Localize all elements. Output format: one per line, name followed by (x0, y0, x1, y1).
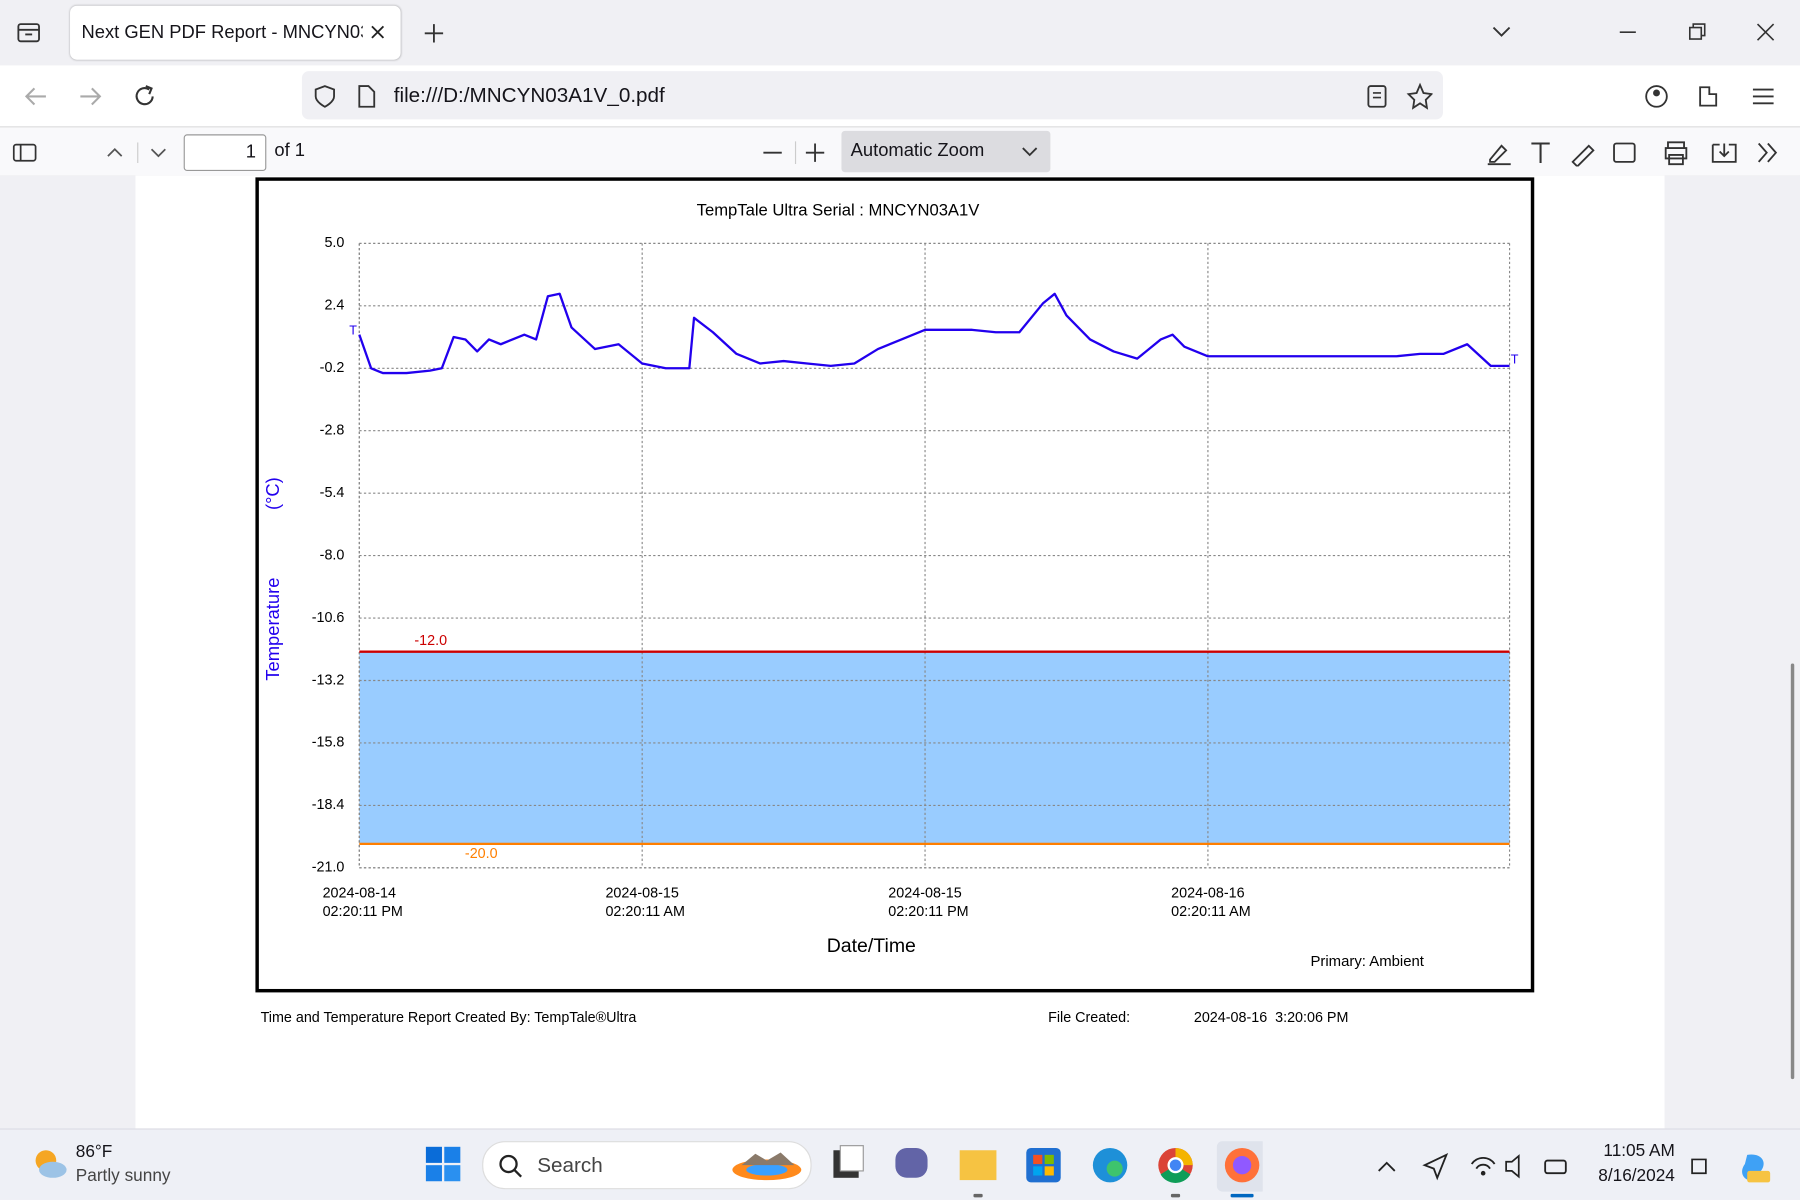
restore[interactable] (1685, 21, 1708, 44)
scrollbar[interactable] (1790, 663, 1795, 1080)
start-marker: T (349, 324, 357, 338)
temperature-line (358, 292, 1510, 375)
pinned-apps[interactable] (827, 1141, 1263, 1198)
url-bar[interactable]: file:///D:/MNCYN03A1V_0.pdf (301, 71, 1443, 120)
reload[interactable] (131, 83, 159, 111)
toolbar-icons[interactable] (1640, 83, 1778, 111)
y-tick-label: -13.2 (312, 672, 345, 688)
search-icon (499, 1154, 522, 1178)
y-tick-label: -5.4 (320, 485, 345, 501)
page-count: of 1 (274, 141, 305, 161)
threshold-label: -20.0 (465, 846, 498, 862)
x-tick-label: 2024-08-14 02:20:11 PM (322, 885, 403, 920)
chart-frame (255, 177, 1535, 993)
y-tick-label: -10.6 (312, 610, 345, 626)
active-tab[interactable]: Next GEN PDF Report - MNCYN03A (70, 5, 401, 60)
y-tick-label: 5.0 (324, 235, 344, 251)
footer-file-created-label: File Created: (1048, 1010, 1130, 1026)
weather-temperature: 86°F (75, 1142, 113, 1162)
system-tray[interactable] (1373, 1148, 1580, 1182)
end-marker: T (1511, 352, 1519, 366)
url: file:///D:/MNCYN03A1V_0.pdf (393, 83, 665, 107)
legend: Primary: Ambient (1310, 953, 1424, 970)
zoom-buttons[interactable] (760, 141, 829, 165)
start-button[interactable] (425, 1146, 462, 1183)
zoom-value: Automatic Zoom (850, 141, 985, 161)
y-tick-label: -21.0 (312, 860, 345, 876)
y-tick-label: -15.8 (312, 735, 345, 751)
y-tick-label: 2.4 (324, 298, 344, 314)
taskbar: 86°F Partly sunny Search 11:05 AM 8/16/2… (0, 1128, 1800, 1200)
y-axis-unit: (°C) (262, 477, 283, 510)
zoom-arrow (1022, 147, 1038, 157)
y-tick-label: -18.4 (312, 797, 345, 813)
close-window[interactable] (1754, 21, 1777, 44)
chart: TempTale Ultra Serial : MNCYN03A1V Tempe… (255, 177, 1535, 1026)
search-highlight (732, 1152, 802, 1181)
x-axis-label: Date/Time (827, 935, 916, 957)
threshold-band (359, 651, 1510, 844)
page-navigation[interactable] (103, 142, 172, 164)
chart-title: TempTale Ultra Serial : MNCYN03A1V (697, 201, 981, 220)
search-box[interactable]: Search (482, 1141, 812, 1190)
y-tick-label: -0.2 (320, 360, 345, 376)
list-all-tabs[interactable] (1490, 23, 1513, 41)
forward[interactable] (76, 84, 104, 109)
y-tick-label: -8.0 (320, 547, 345, 563)
clock-time: 11:05 AM (1603, 1141, 1675, 1161)
page-number: 1 (245, 142, 256, 162)
url-icons (314, 85, 376, 108)
x-tick-label: 2024-08-15 02:20:11 AM (605, 885, 685, 920)
threshold-label: -12.0 (414, 633, 447, 649)
y-axis-label: Temperature (262, 578, 283, 681)
zoom-select[interactable]: Automatic Zoom (841, 130, 1051, 173)
tab-title: Next GEN PDF Report - MNCYN03A (81, 22, 363, 43)
minimize[interactable] (1616, 21, 1639, 44)
pdf-toolbar: 1 of 1 Automatic Zoom (0, 126, 1800, 177)
x-tick-label: 2024-08-16 02:20:11 AM (1171, 885, 1251, 920)
footer-file-created: 2024-08-16 3:20:06 PM (1194, 1010, 1349, 1026)
annotation-tools[interactable] (1485, 139, 1790, 167)
reader-bookmark[interactable] (1364, 82, 1433, 111)
weather-icon (35, 1150, 67, 1178)
search-placeholder: Search (537, 1153, 603, 1177)
tab-strip: Next GEN PDF Report - MNCYN03A (0, 0, 1800, 66)
back[interactable] (23, 84, 51, 109)
notifications-copilot[interactable] (1685, 1150, 1788, 1184)
y-tick-label: -2.8 (320, 422, 345, 438)
footer-created-by: Time and Temperature Report Created By: … (261, 1010, 637, 1026)
page-number-input[interactable]: 1 (183, 134, 267, 172)
close-tab[interactable] (368, 23, 386, 41)
sidebar-toggle[interactable] (11, 141, 39, 164)
weather-condition: Partly sunny (75, 1166, 171, 1186)
x-tick-label: 2024-08-15 02:20:11 PM (888, 885, 969, 920)
new-tab[interactable] (422, 22, 445, 45)
tab-list-icon[interactable] (16, 21, 44, 46)
clock-date: 8/16/2024 (1598, 1166, 1675, 1186)
